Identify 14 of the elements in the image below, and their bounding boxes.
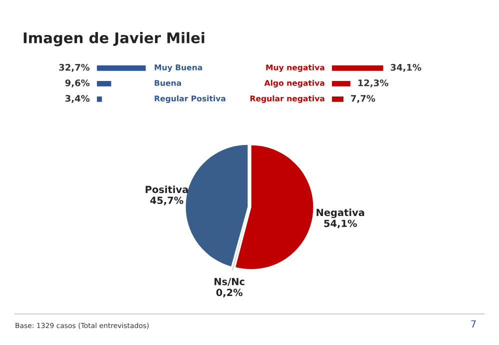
chart-title: Imagen de Javier Milei	[24, 32, 204, 46]
data-label: 7,7%	[350, 94, 376, 103]
slice-label: Ns/Nc	[214, 278, 244, 286]
slice-label: Negativa	[316, 208, 364, 218]
data-label: 3,4%	[65, 94, 90, 103]
data-label: 9,6%	[65, 79, 90, 88]
slice-label: Positiva	[146, 186, 188, 194]
data-label: 34,1%	[390, 64, 422, 72]
data-label: 32,7%	[59, 64, 90, 72]
data-label: 0,2%	[216, 288, 242, 298]
text: 7	[471, 320, 476, 328]
data-label: 45,7%	[150, 196, 184, 206]
data-label: 12,3%	[358, 79, 388, 88]
data-label: 54,1%	[324, 220, 357, 228]
